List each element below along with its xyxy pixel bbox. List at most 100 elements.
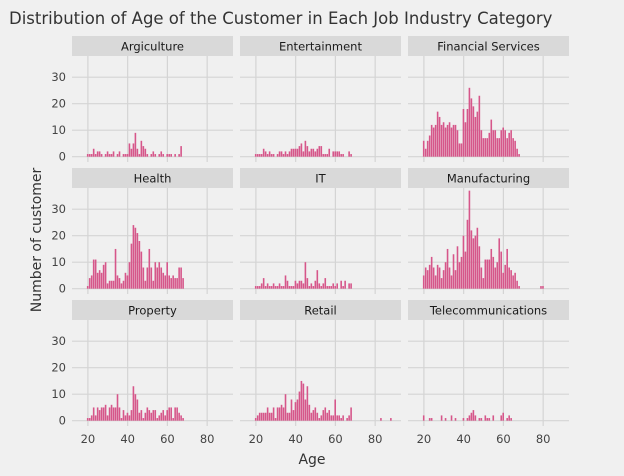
facet-panel: Financial Services	[408, 36, 569, 162]
histogram-bar	[320, 146, 323, 157]
histogram-bar	[510, 418, 512, 421]
histogram-bar	[434, 124, 437, 157]
facet-strip	[72, 300, 233, 320]
histogram-bar	[280, 286, 283, 289]
facet-panel: Entertainment	[240, 36, 401, 162]
histogram-bar	[478, 95, 481, 157]
histogram-bar	[106, 283, 109, 289]
facet-strip-label: Argiculture	[121, 40, 184, 54]
histogram-bar	[468, 87, 471, 157]
histogram-bar	[294, 280, 297, 289]
histogram-bar	[318, 418, 321, 421]
histogram-bar	[442, 270, 445, 289]
histogram-bar	[500, 130, 503, 157]
histogram-bar	[340, 154, 342, 157]
histogram-bar	[272, 154, 275, 157]
histogram-bar	[474, 415, 477, 421]
histogram-bar	[324, 154, 327, 157]
histogram-bar	[92, 148, 95, 157]
histogram-bar	[478, 246, 481, 289]
histogram-bar	[302, 151, 305, 157]
histogram-bar	[344, 280, 346, 289]
x-tick-label: 40	[120, 432, 135, 446]
histogram-bar	[98, 151, 101, 157]
histogram-bar	[274, 286, 277, 289]
histogram-bar	[456, 246, 459, 289]
histogram-bar	[152, 410, 155, 421]
histogram-bar	[308, 151, 311, 157]
histogram-bar	[310, 283, 313, 289]
histogram-bar	[330, 286, 333, 289]
histogram-bar	[166, 410, 168, 421]
histogram-bar	[488, 418, 491, 421]
histogram-bar	[458, 143, 461, 157]
histogram-bar	[134, 227, 137, 289]
histogram-bar	[422, 140, 425, 157]
histogram-bar	[254, 154, 257, 157]
histogram-bar	[444, 418, 447, 421]
panel-bars	[254, 380, 392, 421]
histogram-bar	[306, 278, 309, 289]
y-tick-labels: 0 10 20 30 0 10 20 30 0 10 20 30	[51, 70, 66, 428]
facet-strip	[240, 300, 401, 320]
histogram-bar	[90, 275, 93, 289]
histogram-bar	[266, 283, 269, 289]
histogram-bar	[436, 111, 439, 157]
histogram-bar	[468, 190, 471, 289]
histogram-bar	[328, 410, 331, 421]
histogram-bar	[322, 154, 325, 157]
histogram-bar	[490, 248, 493, 289]
histogram-bar	[502, 127, 504, 157]
histogram-bar	[340, 418, 342, 421]
histogram-bar	[298, 146, 301, 157]
histogram-bar	[266, 154, 269, 157]
histogram-bar	[146, 267, 149, 289]
histogram-bar	[168, 154, 170, 157]
histogram-bar	[86, 286, 89, 289]
histogram-bar	[160, 412, 163, 421]
histogram-bar	[280, 151, 283, 157]
y-tick-label: 0	[59, 282, 66, 296]
histogram-bar	[168, 407, 170, 421]
histogram-bar	[492, 130, 495, 157]
y-tick-label: 30	[51, 334, 66, 348]
histogram-bar	[278, 151, 281, 157]
histogram-bar	[278, 283, 281, 289]
histogram-bar	[440, 278, 443, 289]
histogram-bar	[472, 410, 475, 421]
histogram-bar	[504, 264, 506, 289]
y-tick-label: 30	[51, 202, 66, 216]
histogram-bar	[258, 286, 261, 289]
histogram-bar	[334, 286, 336, 289]
histogram-bar	[326, 412, 329, 421]
histogram-bar	[510, 130, 512, 157]
histogram-bar	[118, 407, 121, 421]
y-tick-label: 20	[51, 97, 66, 111]
histogram-bar	[510, 270, 512, 289]
histogram-bar	[318, 283, 321, 289]
histogram-bar	[328, 286, 331, 289]
histogram-bar	[350, 407, 352, 421]
histogram-bar	[290, 286, 293, 289]
panel-bars	[86, 386, 184, 421]
histogram-bar	[434, 275, 437, 289]
histogram-bar	[108, 407, 111, 421]
histogram-bar	[116, 154, 119, 157]
histogram-bar	[348, 415, 350, 421]
histogram-bar	[182, 278, 184, 289]
histogram-bar	[350, 154, 352, 157]
histogram-bar	[110, 280, 113, 289]
facet-strip-label: Financial Services	[437, 40, 540, 54]
facet-strip	[72, 168, 233, 188]
histogram-bar	[346, 418, 348, 421]
histogram-bar	[508, 132, 510, 157]
y-tick-label: 30	[51, 70, 66, 84]
histogram-bar	[276, 407, 279, 421]
histogram-bar	[258, 412, 261, 421]
histogram-bar	[512, 275, 514, 289]
histogram-bar	[466, 418, 469, 421]
histogram-bar	[94, 415, 97, 421]
x-tick-label: 20	[417, 432, 432, 446]
histogram-bar	[422, 275, 425, 289]
histogram-bar	[454, 270, 457, 289]
